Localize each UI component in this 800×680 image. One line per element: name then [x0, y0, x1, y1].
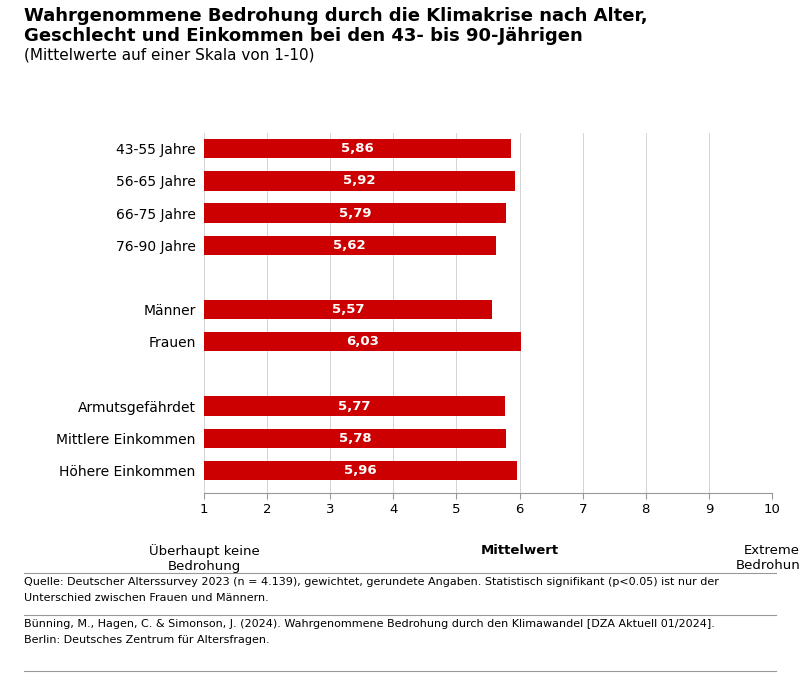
Bar [204, 203, 506, 222]
Text: 5,78: 5,78 [338, 432, 371, 445]
Text: (Mittelwerte auf einer Skala von 1-10): (Mittelwerte auf einer Skala von 1-10) [24, 48, 314, 63]
Bar [204, 332, 522, 352]
Text: Geschlecht und Einkommen bei den 43- bis 90-Jährigen: Geschlecht und Einkommen bei den 43- bis… [24, 27, 582, 45]
Text: 5,79: 5,79 [339, 207, 371, 220]
Text: Bünning, M., Hagen, C. & Simonson, J. (2024). Wahrgenommene Bedrohung durch den : Bünning, M., Hagen, C. & Simonson, J. (2… [24, 619, 715, 630]
Bar [204, 396, 505, 415]
Bar [204, 139, 510, 158]
Text: Mittelwert: Mittelwert [481, 544, 558, 557]
Text: Quelle: Deutscher Alterssurvey 2023 (n = 4.139), gewichtet, gerundete Angaben. S: Quelle: Deutscher Alterssurvey 2023 (n =… [24, 577, 719, 588]
Text: 5,86: 5,86 [341, 142, 374, 155]
Text: 5,77: 5,77 [338, 400, 370, 413]
Bar [204, 428, 506, 448]
Text: 5,62: 5,62 [334, 239, 366, 252]
Bar [204, 235, 495, 255]
Text: Überhaupt keine
Bedrohung: Überhaupt keine Bedrohung [149, 544, 259, 573]
Text: Wahrgenommene Bedrohung durch die Klimakrise nach Alter,: Wahrgenommene Bedrohung durch die Klimak… [24, 7, 648, 24]
Text: Extreme
Bedrohung: Extreme Bedrohung [735, 544, 800, 572]
Text: 5,92: 5,92 [343, 174, 375, 188]
Text: 5,57: 5,57 [332, 303, 365, 316]
Text: Unterschied zwischen Frauen und Männern.: Unterschied zwischen Frauen und Männern. [24, 593, 269, 603]
Text: 6,03: 6,03 [346, 335, 379, 348]
Text: Berlin: Deutsches Zentrum für Altersfragen.: Berlin: Deutsches Zentrum für Altersfrag… [24, 635, 270, 645]
Bar [204, 461, 517, 480]
Text: 5,96: 5,96 [344, 464, 377, 477]
Bar [204, 171, 514, 190]
Bar [204, 300, 493, 319]
